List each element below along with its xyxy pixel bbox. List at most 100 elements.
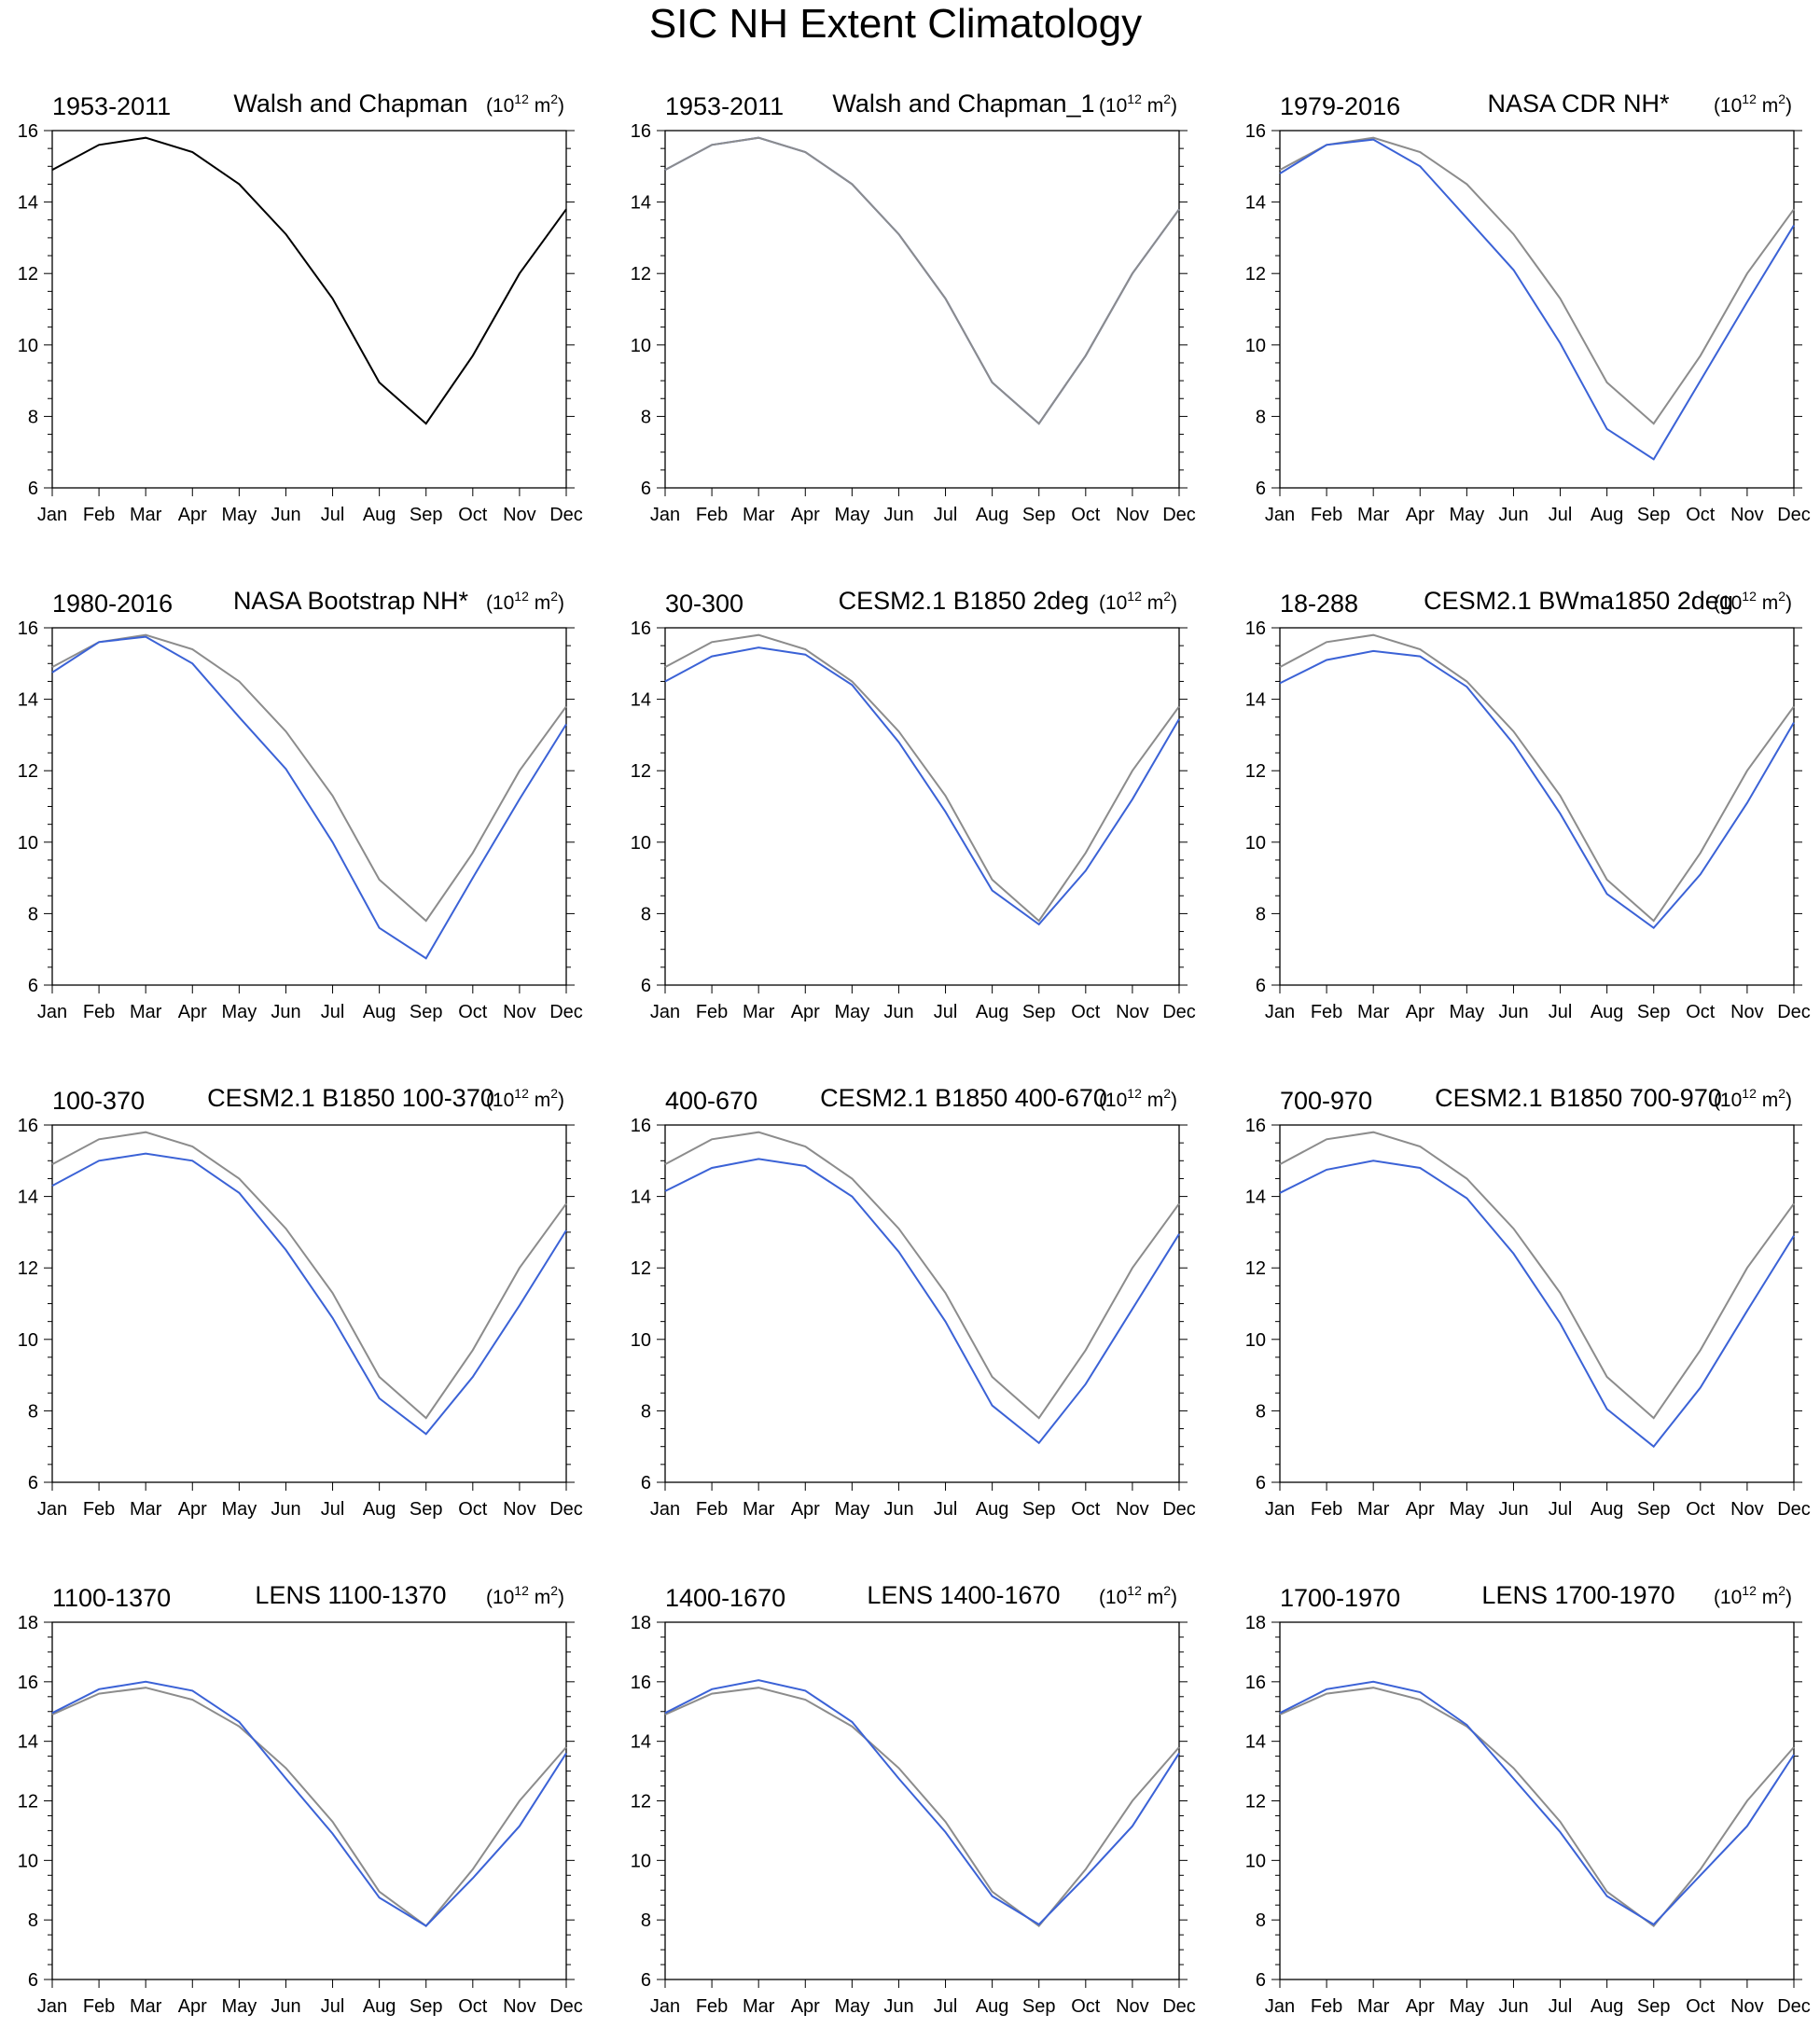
- units-label: (1012 m2): [1099, 589, 1177, 614]
- x-tick-label: May: [221, 505, 257, 525]
- y-tick-label: 6: [1256, 479, 1266, 499]
- x-tick-label: Nov: [1116, 1996, 1149, 2017]
- x-tick-label: Sep: [410, 1002, 443, 1022]
- x-tick-label: Apr: [791, 1499, 820, 1520]
- x-tick-label: May: [834, 505, 869, 525]
- series-line-model: [664, 1679, 1180, 1926]
- x-tick-label: Dec: [549, 1996, 583, 2017]
- y-tick-label: 6: [1256, 1473, 1266, 1493]
- x-tick-label: Aug: [1591, 1499, 1624, 1520]
- x-tick-label: Dec: [1777, 1499, 1811, 1520]
- y-tick-label: 16: [1245, 1673, 1266, 1693]
- x-tick-label: Jan: [650, 1996, 680, 2017]
- x-tick-label: Apr: [178, 1002, 207, 1022]
- series-line-reference: [51, 633, 567, 923]
- y-tick-label: 6: [641, 976, 651, 996]
- y-tick-label: 16: [1245, 618, 1266, 639]
- x-tick-label: Jan: [37, 1996, 67, 2017]
- x-tick-label: Jan: [37, 505, 67, 525]
- plot-frame: [1279, 130, 1795, 489]
- plot-frame: [664, 1621, 1180, 1980]
- y-tick-label: 14: [631, 690, 651, 711]
- x-tick-label: Jun: [271, 1996, 300, 2017]
- series-line-model: [1279, 138, 1795, 461]
- x-tick-label: Nov: [1116, 1499, 1149, 1520]
- x-tick-label: Jun: [883, 1499, 913, 1520]
- x-tick-label: Apr: [178, 1499, 207, 1520]
- x-tick-label: Jul: [321, 1996, 345, 2017]
- x-tick-label: Sep: [1022, 1996, 1056, 2017]
- x-tick-label: Jan: [650, 1499, 680, 1520]
- panel-years: 700-970: [1280, 1087, 1372, 1115]
- plot-frame: [51, 130, 567, 489]
- panel-title: Walsh and Chapman: [233, 90, 467, 118]
- x-tick-label: Mar: [130, 1499, 162, 1520]
- x-tick-label: Sep: [1637, 1996, 1671, 2017]
- x-tick-label: Dec: [1777, 1002, 1811, 1022]
- x-tick-label: Jun: [1498, 505, 1528, 525]
- x-tick-label: Feb: [696, 1499, 728, 1520]
- y-tick-label: 14: [18, 1188, 38, 1208]
- x-tick-label: Sep: [1637, 1499, 1671, 1520]
- y-tick-label: 12: [18, 1258, 38, 1279]
- y-tick-label: 8: [641, 407, 651, 427]
- x-tick-label: Aug: [363, 1499, 396, 1520]
- y-tick-label: 12: [1245, 264, 1266, 285]
- x-tick-label: Aug: [1591, 1996, 1624, 2017]
- x-tick-label: May: [221, 1002, 257, 1022]
- series-line-reference-black: [51, 136, 567, 425]
- x-tick-label: Jan: [650, 505, 680, 525]
- x-tick-label: Nov: [503, 1499, 536, 1520]
- units-label: (1012 m2): [1714, 91, 1792, 117]
- x-tick-label: Mar: [1357, 1002, 1390, 1022]
- units-label: (1012 m2): [1099, 1086, 1177, 1111]
- y-tick-label: 12: [631, 1792, 651, 1813]
- x-tick-label: Jul: [934, 505, 958, 525]
- y-tick-label: 14: [631, 1188, 651, 1208]
- x-tick-label: Aug: [1591, 505, 1624, 525]
- y-tick-label: 8: [28, 904, 38, 924]
- x-tick-label: Apr: [791, 1996, 820, 2017]
- y-tick-label: 14: [1245, 193, 1266, 214]
- y-tick-label: 6: [641, 1473, 651, 1493]
- panel-years: 1979-2016: [1280, 92, 1400, 120]
- x-tick-label: Apr: [1406, 1002, 1435, 1022]
- plot-frame: [51, 1124, 567, 1483]
- y-tick-label: 6: [28, 1970, 38, 1991]
- x-tick-label: Feb: [1311, 1996, 1342, 2017]
- x-tick-label: Jan: [1265, 1002, 1295, 1022]
- x-tick-label: Feb: [696, 505, 728, 525]
- units-label: (1012 m2): [486, 1583, 564, 1608]
- x-tick-label: Apr: [178, 505, 207, 525]
- x-tick-label: Jul: [1549, 505, 1573, 525]
- series-line-model: [51, 635, 567, 960]
- x-tick-label: Jul: [1549, 1996, 1573, 2017]
- y-tick-label: 8: [641, 904, 651, 924]
- series-line-model: [51, 1680, 567, 1927]
- y-tick-label: 16: [631, 618, 651, 639]
- x-tick-label: Apr: [1406, 1499, 1435, 1520]
- x-tick-label: Mar: [743, 1499, 775, 1520]
- units-label: (1012 m2): [1714, 589, 1792, 614]
- x-tick-label: Oct: [1071, 1499, 1101, 1520]
- y-tick-label: 6: [1256, 1970, 1266, 1991]
- plot-frame: [1279, 1124, 1795, 1483]
- x-tick-label: May: [1449, 1996, 1484, 2017]
- series-line-model: [664, 646, 1180, 926]
- panel-6: 18-288 CESM2.1 BWma1850 2deg(1012 m2) 6 8 10…: [1245, 587, 1811, 1022]
- x-tick-label: Aug: [1591, 1002, 1624, 1022]
- series-line-model: [664, 1158, 1180, 1445]
- series-line-reference: [1279, 1131, 1795, 1420]
- series-line-reference: [1279, 1687, 1795, 1927]
- series-line-model: [1279, 649, 1795, 930]
- panel-title: CESM2.1 B1850 100-370: [207, 1084, 494, 1112]
- panel-title: CESM2.1 B1850 2deg: [839, 587, 1090, 615]
- panel-2: 1953-2011 Walsh and Chapman_1 (1012 m2) 6 8 1…: [631, 90, 1196, 525]
- y-tick-label: 8: [1256, 1401, 1266, 1422]
- y-tick-label: 6: [1256, 976, 1266, 996]
- panel-5: 30-300 CESM2.1 B1850 2deg (1012 m2) 6 8 10 12 1…: [631, 587, 1196, 1022]
- panel-years: 1953-2011: [665, 92, 784, 120]
- panel-years: 1700-1970: [1280, 1584, 1400, 1612]
- panel-4: 1980-2016 NASA Bootstrap NH* (1012 m2) 6 8 10…: [18, 587, 583, 1022]
- x-tick-label: Dec: [549, 1499, 583, 1520]
